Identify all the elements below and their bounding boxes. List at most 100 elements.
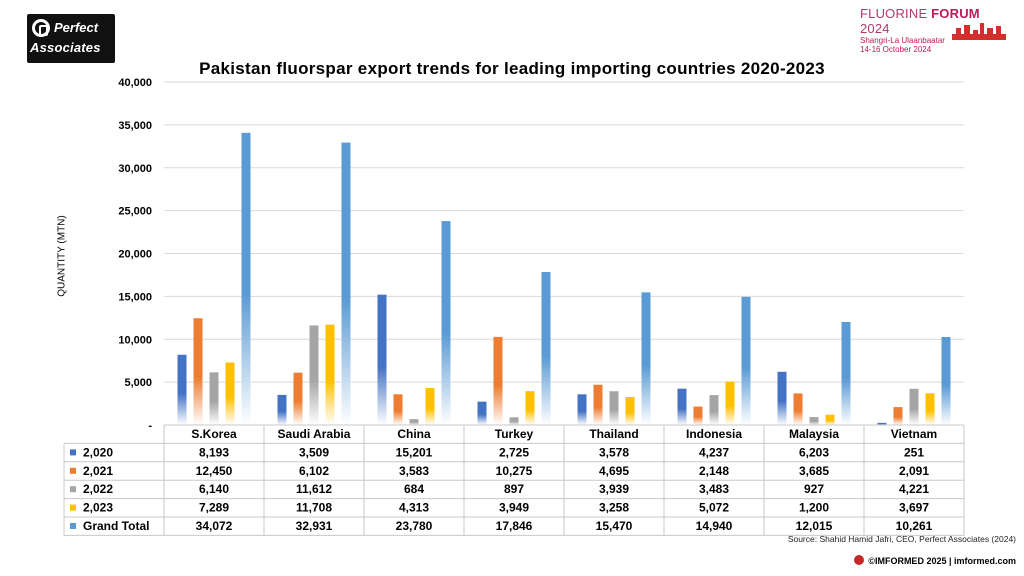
data-label: 15,201 (396, 445, 433, 459)
data-label: 11,708 (296, 501, 332, 515)
bar (909, 388, 919, 425)
data-label: 15,470 (596, 519, 633, 533)
legend-label: 2,022 (83, 482, 113, 496)
bar (925, 393, 935, 425)
event-dates: 14-16 October 2024 (860, 45, 932, 54)
chart-title: Pakistan fluorspar export trends for lea… (199, 59, 825, 78)
bar (577, 394, 587, 425)
legend-swatch (70, 449, 76, 456)
bar (941, 337, 951, 425)
data-label: 3,939 (599, 482, 629, 496)
legend-label: 2,023 (83, 501, 113, 515)
x-tick-label: Indonesia (686, 427, 742, 441)
bar (793, 393, 803, 425)
data-label: 6,102 (299, 464, 329, 478)
legend-swatch (70, 523, 76, 529)
data-label: 4,237 (699, 445, 729, 459)
bar (593, 384, 603, 425)
bar (609, 391, 619, 425)
data-label: 34,072 (196, 519, 233, 533)
data-label: 251 (904, 445, 924, 459)
data-label: 23,780 (396, 519, 433, 533)
legend-swatch (70, 467, 76, 474)
footer-credit: ©IMFORMED 2025 | imformed.com (854, 555, 1016, 566)
bar (393, 394, 403, 425)
event-name: FLUORINE FORUM 2024 (860, 6, 980, 36)
bar (509, 417, 519, 425)
bar (893, 407, 903, 425)
x-tick-label: Saudi Arabia (278, 427, 351, 441)
data-label: 4,313 (399, 501, 429, 515)
data-label: 2,725 (499, 445, 529, 459)
bar (493, 336, 503, 425)
y-tick-label: 30,000 (118, 163, 152, 175)
bar (709, 395, 719, 425)
legend-swatch (70, 486, 76, 493)
data-label: 6,140 (199, 482, 229, 496)
y-tick-label: 5,000 (124, 377, 152, 389)
bar (809, 417, 819, 425)
source-note: Source: Shahid Hamid Jafri, CEO, Perfect… (787, 534, 1016, 544)
bar (541, 271, 551, 425)
x-tick-label: China (397, 427, 431, 441)
bar (877, 422, 887, 425)
bar (409, 419, 419, 425)
data-label: 3,949 (499, 501, 529, 515)
data-label: 10,261 (896, 519, 933, 533)
data-label: 3,697 (899, 501, 929, 515)
legend-label: 2,020 (83, 445, 113, 459)
x-tick-label: Turkey (495, 427, 534, 441)
data-label: 3,583 (399, 464, 429, 478)
bar (293, 372, 303, 425)
bar (225, 362, 235, 425)
event-venue: Shangri-La Ulaanbaatar (860, 36, 945, 45)
data-label: 6,203 (799, 445, 829, 459)
data-label: 32,931 (296, 519, 333, 533)
bar (477, 401, 487, 425)
bar (341, 142, 351, 425)
x-tick-label: S.Korea (191, 427, 237, 441)
x-tick-label: Thailand (589, 427, 638, 441)
x-tick-label: Malaysia (789, 427, 839, 441)
data-label: 3,483 (699, 482, 729, 496)
bar (625, 397, 635, 425)
y-tick-label: 10,000 (118, 334, 152, 346)
bar (525, 391, 535, 425)
data-label: 3,258 (599, 501, 629, 515)
data-label: 4,221 (899, 482, 929, 496)
y-tick-label: 35,000 (118, 120, 152, 132)
bar (277, 394, 287, 425)
y-tick-label: 25,000 (118, 206, 152, 218)
bar (425, 388, 435, 425)
y-tick-label: 20,000 (118, 249, 152, 261)
logo-text-line2: Associates (30, 40, 101, 55)
data-label: 3,685 (799, 464, 829, 478)
data-label: 4,695 (599, 464, 629, 478)
bar (725, 381, 735, 425)
bar (177, 354, 187, 425)
data-label: 1,200 (799, 501, 829, 515)
data-label: 7,289 (199, 501, 229, 515)
data-label: 14,940 (696, 519, 733, 533)
bar (241, 132, 251, 426)
bar (441, 221, 451, 425)
data-label: 17,846 (496, 519, 533, 533)
bar (209, 372, 219, 425)
data-label: 897 (504, 482, 524, 496)
bar (841, 321, 851, 425)
bar (677, 388, 687, 425)
data-label: 10,275 (496, 464, 533, 478)
data-label: 2,148 (699, 464, 729, 478)
data-label: 12,015 (796, 519, 833, 533)
bar (693, 406, 703, 425)
data-label: 2,091 (899, 464, 929, 478)
legend-label: 2,021 (83, 464, 113, 478)
imformed-logo-icon (854, 555, 865, 565)
data-label: 684 (404, 482, 424, 496)
perfect-associates-logo: Perfect Associates (27, 14, 115, 63)
bar (193, 318, 203, 425)
data-label: 927 (804, 482, 824, 496)
skyline-icon (952, 23, 1006, 40)
data-label: 3,509 (299, 445, 329, 459)
data-label: 11,612 (296, 482, 332, 496)
